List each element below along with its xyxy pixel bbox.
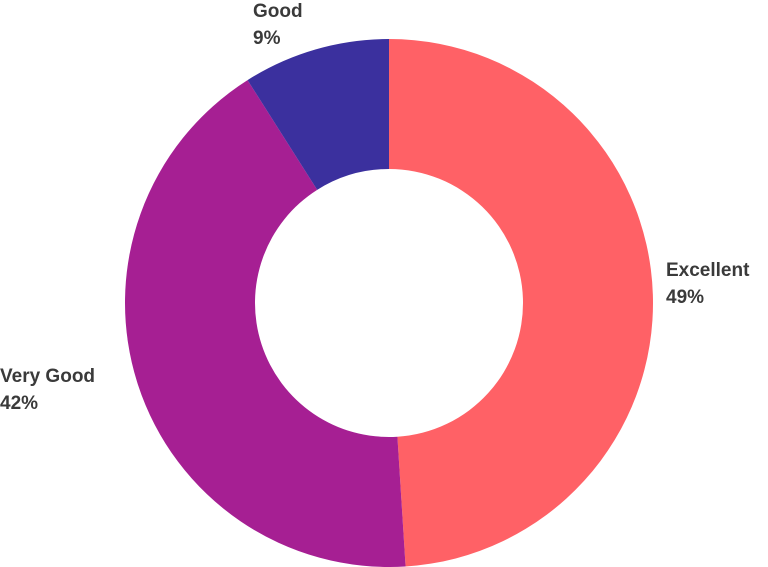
slice-excellent	[389, 39, 654, 567]
slice-very-good	[125, 80, 406, 567]
slice-label-very-good: Very Good	[0, 366, 95, 387]
slice-good	[247, 39, 389, 190]
slice-value-very-good: 42%	[0, 393, 38, 414]
slice-value-excellent: 49%	[666, 287, 704, 308]
slices	[125, 39, 654, 567]
slice-label-good: Good	[253, 1, 303, 22]
slice-label-excellent: Excellent	[666, 260, 750, 281]
slice-value-good: 9%	[253, 28, 281, 49]
